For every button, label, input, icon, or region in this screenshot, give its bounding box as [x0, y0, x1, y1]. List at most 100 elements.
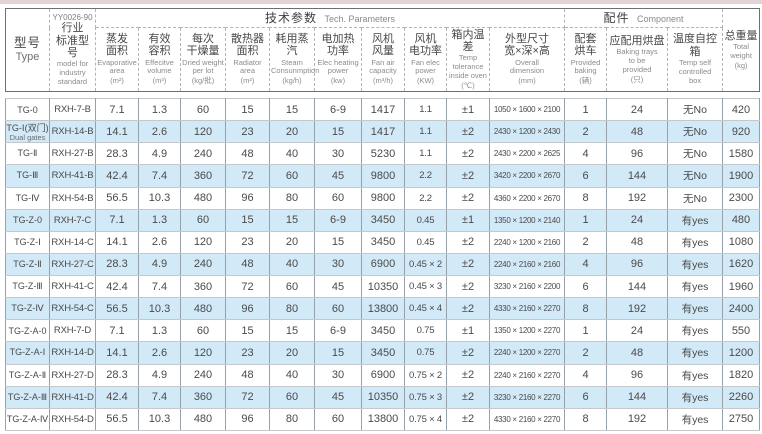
cell-r12-c6: 23 [225, 341, 270, 365]
cell-r2-c15: 无No [667, 120, 723, 144]
cell-r10-c11: ±2 [446, 297, 490, 321]
cell-r8-c15: 有yes [667, 252, 723, 277]
cell-r7-c13: 2 [564, 230, 607, 254]
cell-r7-c10: 0.45 [404, 230, 447, 254]
cell-r13-c4: 4.9 [138, 363, 181, 387]
cell-r13-c2: RXH-27-D [49, 363, 96, 387]
cell-r10-c12: 4330 × 2160 × 2270 [489, 297, 565, 321]
cell-r1-c13: 1 [564, 97, 607, 122]
cell-r2-c3: 14.1 [95, 120, 139, 144]
cell-r1-c8: 6-9 [314, 97, 362, 122]
cell-r6-c9: 3450 [361, 208, 405, 232]
cell-r9-c5: 360 [180, 274, 226, 299]
cell-r8-c7: 40 [269, 252, 315, 277]
cell-r14-c11: ±2 [446, 385, 490, 409]
cell-r7-c16: 1080 [722, 230, 760, 254]
cell-r12-c14: 48 [606, 341, 668, 365]
cell-r4-c3: 42.4 [95, 164, 139, 188]
cell-r7-c15: 有yes [667, 230, 723, 254]
cell-r11-c1: TG-Z-A-0 [5, 319, 50, 343]
hdr-unit: (m³) [152, 76, 167, 86]
cell-r3-c8: 30 [314, 142, 362, 166]
cell-r4-c8: 45 [314, 164, 362, 188]
hdr-en: Steam Consunmption [271, 57, 320, 76]
cell-r12-c10: 0.75 [404, 341, 447, 365]
hdr-unit: (kg/批) [191, 76, 215, 86]
cell-r13-c8: 30 [314, 363, 362, 387]
cell-r4-c16: 1900 [722, 164, 760, 188]
cell-r15-c15: 有yes [667, 407, 723, 432]
hdr-unit: (辆) [579, 76, 592, 86]
cell-r3-c4: 4.9 [138, 142, 181, 166]
cell-r2-c14: 48 [606, 120, 668, 144]
table-row: TG-Z-Ⅰ RXH-14-C 14.1 2.6 120 23 20 15 3450 0.45 ±2… [5, 230, 760, 254]
cell-r11-c5: 60 [180, 319, 226, 343]
cell-r3-c13: 4 [564, 142, 607, 166]
cell-r2-c7: 20 [269, 120, 315, 144]
cell-r10-c4: 10.3 [138, 297, 181, 321]
tech-params-zh: 技术参数 [265, 11, 318, 25]
cell-r8-c12: 2240 × 2160 × 2160 [489, 252, 565, 277]
cell-r2-c16: 920 [722, 120, 760, 144]
cell-r1-c16: 420 [722, 97, 760, 122]
hdr-en: Elec heating power [317, 57, 359, 76]
cell-r6-c16: 480 [722, 208, 760, 232]
cell-r9-c7: 60 [269, 274, 315, 299]
cell-r5-c12: 4360 × 2200 × 2670 [489, 186, 565, 210]
cell-r7-c8: 15 [314, 230, 362, 254]
cell-r5-c11: ±2 [446, 186, 490, 210]
cell-r15-c8: 60 [314, 407, 362, 432]
total-weight-zh: 总重量 [724, 29, 758, 42]
cell-r14-c10: 0.75 × 3 [404, 385, 447, 409]
hdr-en: Temp tolerance inside oven [449, 53, 487, 80]
cell-r12-c8: 15 [314, 341, 362, 365]
hdr-zh: 蒸发 面积 [106, 32, 128, 58]
cell-r10-c3: 56.5 [95, 297, 139, 321]
cell-r11-c16: 550 [722, 319, 760, 343]
cell-r8-c4: 4.9 [138, 252, 181, 277]
cell-r13-c1: TG-Z-A-Ⅱ [5, 363, 50, 387]
table-row: TG-Ⅰ(双门) Dual gates RXH-14-B 14.1 2.6 120 23 20… [5, 120, 760, 144]
cell-r11-c15: 有yes [667, 319, 723, 343]
cell-r9-c2: RXH-41-C [49, 274, 96, 299]
cell-r6-c7: 15 [269, 208, 315, 232]
cell-r3-c14: 96 [606, 142, 668, 166]
cell-r14-c2: RXH-41-D [49, 385, 96, 409]
hdr-zh: 每次 干燥量 [186, 32, 220, 58]
cell-r6-c3: 7.1 [95, 208, 139, 232]
cell-r3-c7: 40 [269, 142, 315, 166]
cell-r2-c13: 2 [564, 120, 607, 144]
cell-r1-c12: 1050 × 1600 × 2100 [489, 97, 565, 122]
cell-r14-c8: 45 [314, 385, 362, 409]
cell-r5-c8: 60 [314, 186, 362, 210]
cell-r13-c11: ±2 [446, 363, 490, 387]
header-tech-params: 技术参数 Tech. Parameters [94, 8, 566, 28]
cell-r14-c6: 72 [225, 385, 270, 409]
cell-r9-c4: 7.4 [138, 274, 181, 299]
cell-r8-c2: RXH-27-C [49, 252, 96, 277]
cell-r10-c10: 0.45 × 4 [404, 297, 447, 321]
cell-r5-c9: 9800 [361, 186, 405, 210]
cell-r2-c10: 1.1 [404, 120, 447, 144]
cell-r1-c10: 1.1 [404, 97, 447, 122]
cell-r6-c10: 0.45 [404, 208, 447, 232]
cell-r9-c15: 有yes [667, 274, 723, 299]
cell-r9-c6: 72 [225, 274, 270, 299]
cell-r4-c12: 3420 × 2200 × 2670 [489, 164, 565, 188]
cell-r12-c9: 3450 [361, 341, 405, 365]
col-header-steam-consumption: 耗用蒸汽 Steam Consunmption (kg/h) [269, 27, 320, 92]
cell-r1-c9: 1417 [361, 97, 405, 122]
cell-r9-c10: 0.45 × 3 [404, 274, 447, 299]
header-component: 配件 Component [564, 8, 724, 28]
cell-r6-c11: ±1 [446, 208, 490, 232]
cell-r9-c1: TG-Z-Ⅲ [5, 274, 50, 299]
page-edge-strip [0, 0, 762, 4]
cell-r15-c11: ±2 [446, 407, 490, 432]
total-weight-en: Total weight [730, 41, 752, 60]
cell-r2-c11: ±2 [446, 120, 490, 144]
col-header-baking-trays: 应配用烘盘 Baking trays to be provided (只) [606, 27, 669, 92]
cell-r14-c4: 7.4 [138, 385, 181, 409]
cell-r15-c2: RXH-54-D [49, 407, 96, 432]
cell-r1-c3: 7.1 [95, 97, 139, 122]
